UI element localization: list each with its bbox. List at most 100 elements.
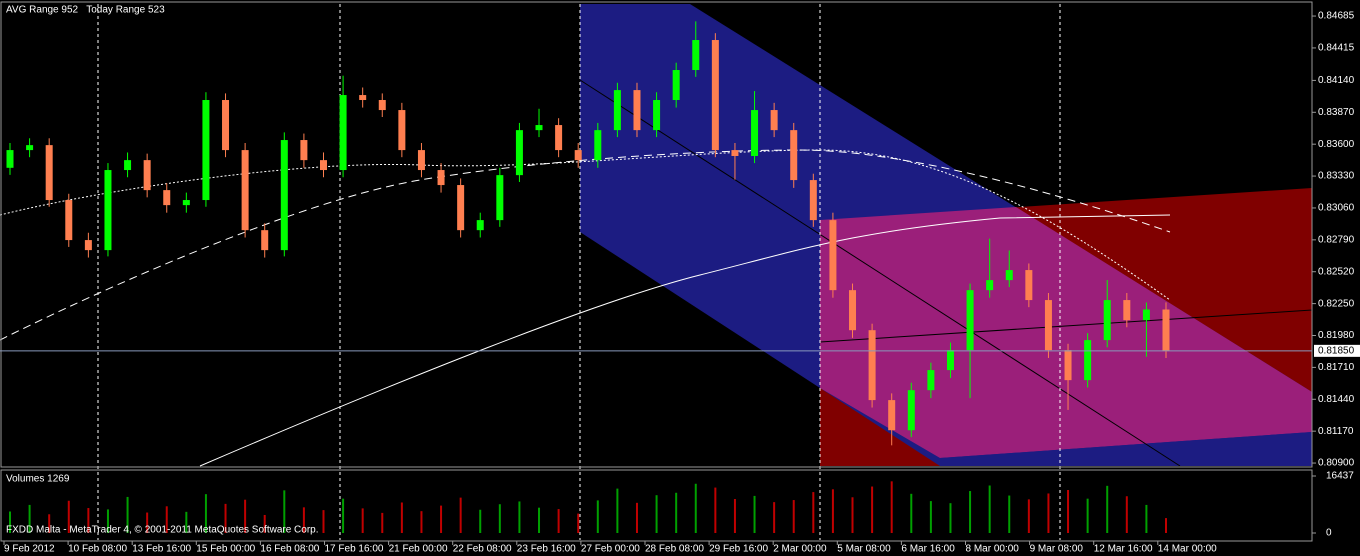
candle-body	[182, 200, 190, 206]
candle-body	[104, 170, 112, 251]
channel-mid	[819, 309, 1313, 343]
volume-title: Volumes 1269	[6, 474, 70, 485]
candle-body	[6, 150, 14, 168]
candle-body	[417, 150, 425, 171]
candle-body	[653, 100, 661, 131]
y-tick-label: 0.84415	[1318, 43, 1355, 54]
candle-body	[300, 140, 308, 161]
candle-body	[280, 140, 288, 251]
channel-mid	[579, 79, 1181, 467]
main-pane	[0, 1, 1313, 468]
candle-body	[1084, 340, 1092, 381]
y-tick-label: 0.84140	[1318, 75, 1355, 86]
candle-body	[633, 90, 641, 131]
y-tick-label: 0.82520	[1318, 266, 1355, 277]
y-tick-label: 0.82250	[1318, 298, 1355, 309]
x-tick-label: 21 Feb 00:00	[389, 544, 448, 555]
x-tick-label: 2 Mar 00:00	[773, 544, 827, 555]
candle-body	[790, 130, 798, 181]
candle-body	[222, 100, 230, 151]
volume-tick-label: 16437	[1326, 471, 1354, 482]
candle-body	[45, 145, 53, 201]
candle-body	[986, 280, 994, 291]
candle-body	[927, 370, 935, 391]
current-price-label: 0.81850	[1318, 345, 1355, 356]
channels	[579, 4, 1313, 467]
candle-body	[143, 160, 151, 191]
candle-body	[1025, 270, 1033, 301]
candle-body	[437, 170, 445, 186]
x-tick-label: 8 Mar 00:00	[966, 544, 1020, 555]
volume-tick-label: 0	[1326, 528, 1332, 539]
candle-body	[515, 130, 523, 176]
candle-body	[751, 110, 759, 156]
x-tick-label: 22 Feb 08:00	[453, 544, 512, 555]
candle-body	[1142, 309, 1150, 321]
current-price-box	[1314, 344, 1360, 357]
candle-body	[594, 130, 602, 161]
candle-body	[1064, 350, 1072, 381]
candle-body	[731, 150, 739, 156]
candle-body	[319, 160, 327, 171]
candle-body	[966, 290, 974, 351]
candle-body	[378, 100, 386, 111]
blue-strip	[940, 432, 1312, 466]
candle-body	[555, 125, 563, 151]
y-tick-label: 0.81170	[1318, 426, 1354, 437]
x-tick-label: 9 Mar 08:00	[1030, 544, 1084, 555]
candle-body	[1123, 300, 1131, 321]
candle-body	[946, 350, 954, 371]
candle-body	[359, 95, 367, 101]
x-tick-label: 28 Feb 08:00	[645, 544, 704, 555]
y-tick-label: 0.83060	[1318, 203, 1355, 214]
candle-body	[849, 290, 857, 331]
x-tick-label: 12 Mar 16:00	[1094, 544, 1153, 555]
x-tick-label: 13 Feb 16:00	[132, 544, 191, 555]
candle-body	[868, 330, 876, 401]
x-tick-label: 16 Feb 08:00	[260, 544, 319, 555]
candle-body	[457, 185, 465, 231]
candle-body	[829, 220, 837, 291]
candle-body	[574, 150, 582, 161]
copyright: FXDD Malta - MetaTrader 4, © 2001-2011 M…	[6, 525, 319, 536]
ma-solid	[199, 214, 1171, 467]
x-tick-label: 9 Feb 2012	[4, 544, 55, 555]
candle-body	[26, 145, 34, 151]
candle-body	[476, 220, 484, 231]
x-tick-label: 5 Mar 08:00	[837, 544, 891, 555]
candle-body	[398, 110, 406, 151]
x-tick-label: 6 Mar 16:00	[901, 544, 955, 555]
x-tick-label: 14 Mar 00:00	[1158, 544, 1217, 555]
y-tick-label: 0.83600	[1318, 139, 1355, 150]
candle-body	[535, 125, 543, 131]
candle-body	[124, 160, 132, 171]
volume-pane	[0, 469, 1313, 542]
candle-body	[907, 390, 915, 431]
candle-body	[261, 230, 269, 251]
candle-body	[888, 400, 896, 431]
marks	[6, 21, 1170, 533]
y-tick-label: 0.81980	[1318, 330, 1355, 341]
candle-body	[613, 90, 621, 131]
y-tick-label: 0.83870	[1318, 107, 1355, 118]
y-tick-label: 0.80900	[1318, 458, 1355, 469]
candle-body	[770, 110, 778, 131]
candle-body	[711, 40, 719, 151]
candle-body	[692, 40, 700, 71]
x-tick-label: 29 Feb 16:00	[709, 544, 768, 555]
candle-body	[65, 200, 73, 241]
y-tick-label: 0.82790	[1318, 234, 1355, 245]
y-tick-label: 0.81440	[1318, 394, 1355, 405]
candle-body	[672, 70, 680, 101]
candle-body	[1162, 309, 1170, 351]
channel-overlap	[820, 207, 1312, 458]
x-tick-label: 23 Feb 16:00	[517, 544, 576, 555]
info: AVG Range 952 Today Range 523	[6, 5, 165, 16]
candle-body	[202, 100, 210, 201]
candle-body	[84, 240, 92, 251]
candle-body	[339, 95, 347, 171]
candle-body	[1005, 270, 1013, 281]
x-tick-label: 27 Feb 00:00	[581, 544, 640, 555]
